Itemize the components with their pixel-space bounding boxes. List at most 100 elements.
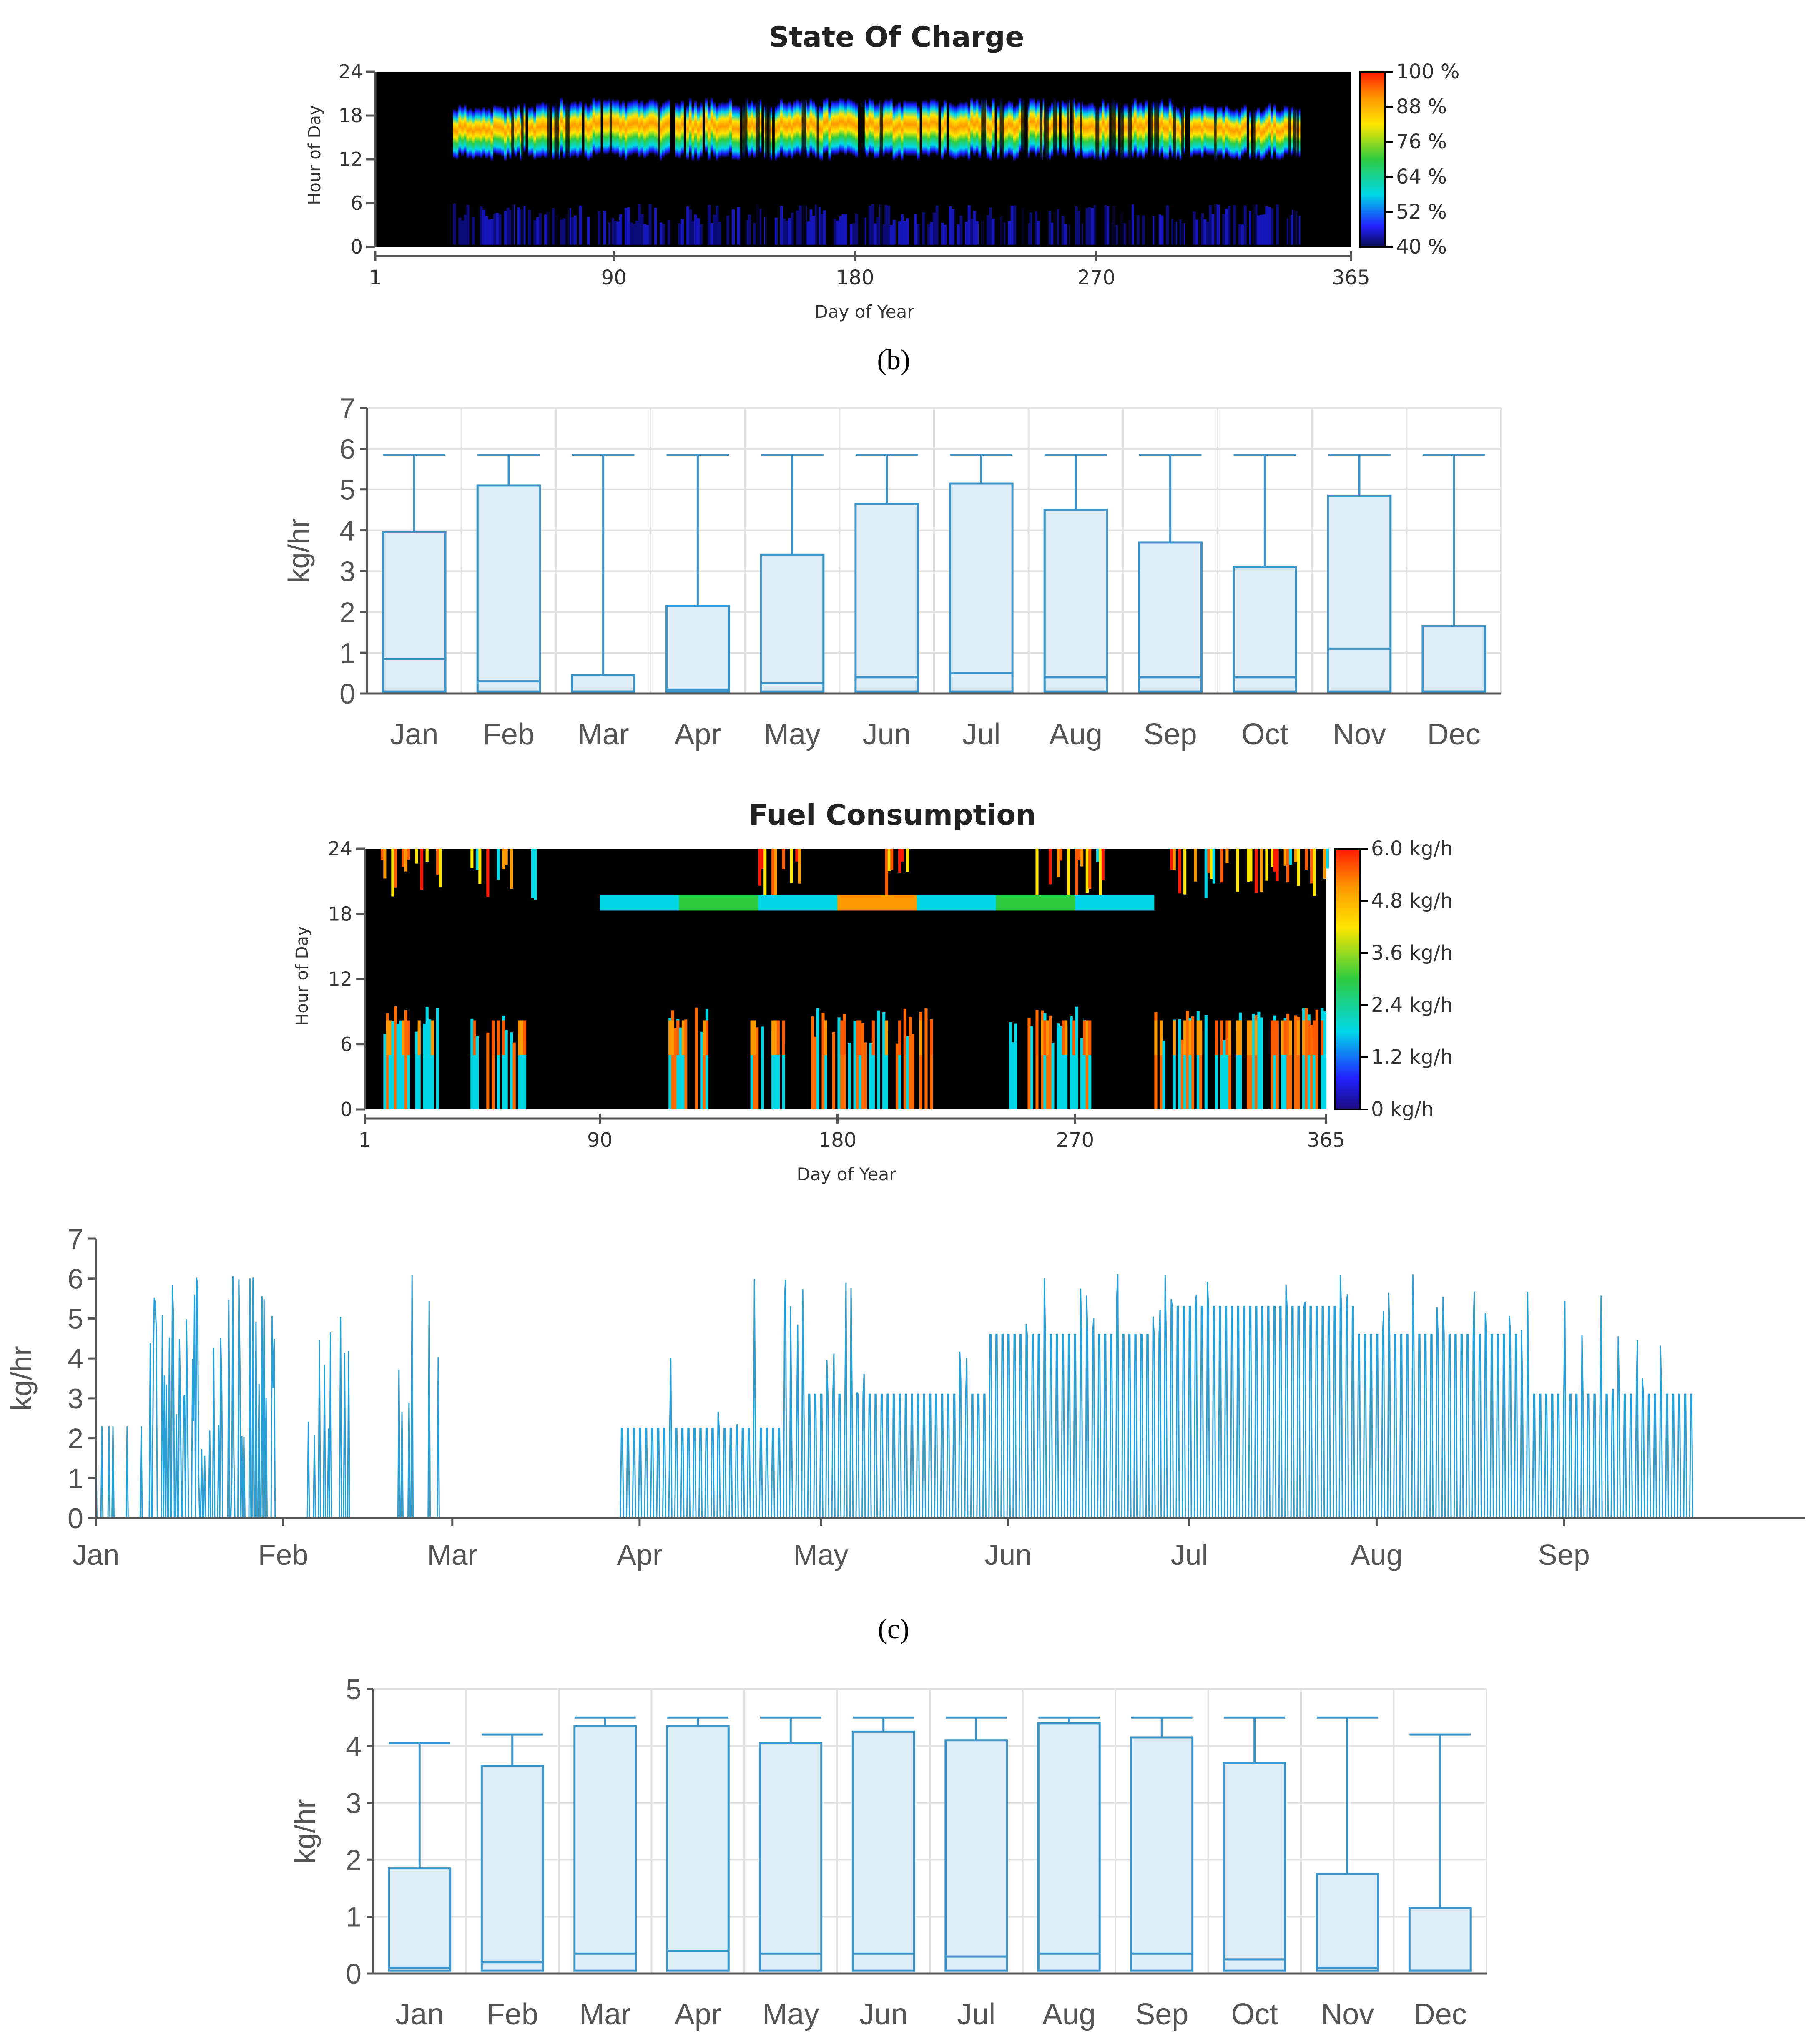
- y-tick-label: 6: [68, 1263, 83, 1295]
- soc-dark-day: [1293, 72, 1297, 247]
- y-tick-label: 1: [346, 1901, 362, 1933]
- soc-dark-day: [1072, 72, 1074, 247]
- soc-day-column: [954, 90, 957, 196]
- fuel-morning-peak: [1315, 1020, 1318, 1055]
- soc-night-column: [1104, 205, 1107, 245]
- soc-day-column: [472, 96, 475, 192]
- soc-day-column: [557, 90, 561, 196]
- soc-night-column: [616, 221, 620, 245]
- fuel-evening-column: [1260, 849, 1263, 892]
- fuel-morning-column: [1183, 1044, 1187, 1109]
- y-tick-label: 2: [68, 1423, 83, 1455]
- soc-day-column: [619, 88, 623, 194]
- soc-night-column: [1035, 211, 1038, 245]
- fuel-morning-column: [1315, 1009, 1318, 1109]
- soc-day-column: [997, 89, 1000, 196]
- colorbar-label: 6.0 kg/h: [1371, 837, 1453, 860]
- box-body: [573, 1725, 637, 1972]
- soc-night-column: [710, 223, 713, 245]
- soc-day-column: [592, 82, 595, 188]
- soc-dark-day: [1110, 72, 1115, 247]
- soc-night-column: [552, 208, 555, 245]
- x-tick-label: Sep: [1135, 1998, 1188, 2031]
- soc-night-column: [624, 208, 628, 245]
- soc-night-column: [1260, 214, 1263, 245]
- soc-night-column: [638, 204, 641, 245]
- fuel-morning-peak: [1085, 1020, 1089, 1055]
- box-body: [1421, 625, 1486, 693]
- x-tick-label: Jan: [395, 1998, 444, 2031]
- soc-night-column: [906, 218, 909, 245]
- x-tick-label: Mar: [579, 1998, 631, 2031]
- soc-night-column: [1211, 214, 1215, 245]
- fuel-morning-column: [1057, 1023, 1060, 1109]
- soc-night-column: [1123, 223, 1126, 245]
- fuel-morning-peak: [518, 1020, 521, 1055]
- fuel-morning-peak: [1255, 1020, 1258, 1055]
- fuel-morning-column: [502, 1016, 505, 1109]
- soc-day-column: [906, 85, 909, 191]
- soc-day-column: [924, 84, 928, 191]
- y-tick-label: 24: [338, 60, 363, 83]
- fuel-evening-column: [1220, 849, 1223, 883]
- x-tick-label: Jul: [957, 1998, 995, 2031]
- soc-day-column: [1249, 96, 1252, 192]
- soc-night-column: [485, 216, 488, 245]
- fuel-morning-column: [1075, 1006, 1078, 1109]
- soc-night-column: [892, 220, 896, 245]
- colorbar-label: 1.2 kg/h: [1371, 1046, 1453, 1069]
- soc-day-column: [515, 94, 518, 189]
- soc-day-column: [1230, 96, 1233, 191]
- fuel-morning-column: [431, 1034, 434, 1109]
- soc-day-column: [469, 94, 472, 189]
- soc-day-column: [1171, 88, 1175, 194]
- fuel-morning-peak: [497, 1020, 500, 1055]
- soc-dark-day: [743, 72, 748, 247]
- box-body: [476, 484, 541, 693]
- fuel-morning-column: [861, 1023, 864, 1109]
- fuel-morning-column: [383, 1034, 387, 1109]
- soc-night-column: [1193, 211, 1196, 245]
- soc-night-column: [807, 221, 810, 245]
- soc-day-column: [1238, 98, 1242, 193]
- soc-day-column: [884, 83, 888, 190]
- x-tick-label: 365: [1332, 266, 1370, 289]
- soc-day-column: [812, 85, 815, 191]
- soc-night-column: [461, 220, 464, 245]
- fuel-morning-column: [1252, 1014, 1255, 1109]
- soc-night-column: [667, 220, 670, 245]
- fuel-morning-column: [486, 1032, 490, 1109]
- soc-night-column: [1064, 224, 1067, 245]
- fuel-xlabel: Day of Year: [796, 1164, 896, 1184]
- soc-night-column: [1075, 206, 1078, 245]
- soc-night-column: [490, 219, 494, 245]
- soc-night-column: [753, 223, 756, 245]
- soc-day-column: [1211, 92, 1215, 188]
- fuel-morning-column: [1154, 1012, 1158, 1109]
- soc-day-column: [1115, 87, 1118, 193]
- fuel-evening-column: [758, 849, 761, 886]
- soc-day-column: [665, 85, 668, 191]
- fuel-morning-column: [396, 1023, 400, 1109]
- fuel-morning-peak: [676, 1020, 680, 1055]
- soc-night-column: [1136, 215, 1140, 245]
- fuel-evening-column: [1067, 849, 1070, 901]
- soc-night-column: [1171, 219, 1175, 245]
- fuel-morning-peak: [1196, 1020, 1200, 1055]
- soc-day-column: [1099, 90, 1102, 196]
- fuel-morning-column: [1009, 1022, 1012, 1109]
- soc-night-column: [635, 221, 638, 245]
- fuel-evening-column: [1099, 849, 1102, 896]
- soc-night-column: [498, 214, 502, 245]
- box-body: [1316, 1873, 1379, 1972]
- colorbar-label: 40 %: [1396, 235, 1447, 259]
- soc-night-column: [1265, 206, 1268, 245]
- x-tick-label: 365: [1307, 1129, 1345, 1152]
- soc-night-column: [922, 212, 925, 245]
- fuel-morning-column: [703, 1041, 706, 1109]
- y-axis-title: kg/hr: [5, 1346, 38, 1411]
- soc-night-column: [493, 213, 496, 245]
- fuel-morning-column: [510, 1032, 513, 1109]
- soc-dark-day: [755, 72, 760, 247]
- fuel-morning-column: [1271, 1029, 1274, 1109]
